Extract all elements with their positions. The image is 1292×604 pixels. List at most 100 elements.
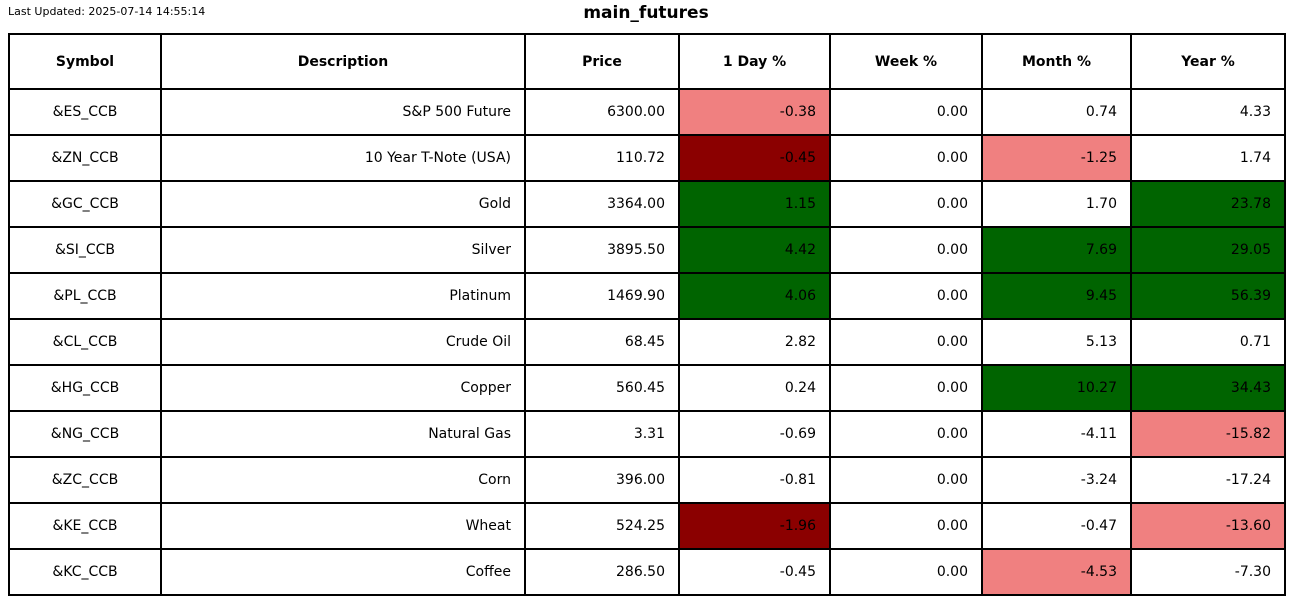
price-cell: 68.45 [524,318,680,366]
week-change-cell: 0.00 [829,456,983,504]
description-cell: S&P 500 Future [160,88,526,136]
description-cell: Gold [160,180,526,228]
column-header-price: Price [524,33,680,90]
last-updated-text: Last Updated: 2025-07-14 14:55:14 [8,5,206,18]
price-cell: 110.72 [524,134,680,182]
day-change-cell: -0.69 [678,410,831,458]
symbol-cell: &HG_CCB [8,364,162,412]
price-cell: 286.50 [524,548,680,596]
description-cell: Corn [160,456,526,504]
description-cell: Platinum [160,272,526,320]
futures-table: Symbol Description Price 1 Day % Week % … [8,33,1286,596]
price-cell: 524.25 [524,502,680,550]
week-change-cell: 0.00 [829,226,983,274]
week-change-cell: 0.00 [829,272,983,320]
symbol-cell: &KC_CCB [8,548,162,596]
year-change-cell: -17.24 [1130,456,1286,504]
symbol-cell: &SI_CCB [8,226,162,274]
month-change-cell: 9.45 [981,272,1132,320]
symbol-cell: &CL_CCB [8,318,162,366]
year-change-cell: 34.43 [1130,364,1286,412]
symbol-cell: &GC_CCB [8,180,162,228]
column-header-month-pct: Month % [981,33,1132,90]
symbol-cell: &KE_CCB [8,502,162,550]
day-change-cell: -1.96 [678,502,831,550]
week-change-cell: 0.00 [829,318,983,366]
month-change-cell: 0.74 [981,88,1132,136]
description-cell: Crude Oil [160,318,526,366]
price-cell: 560.45 [524,364,680,412]
year-change-cell: 0.71 [1130,318,1286,366]
column-header-symbol: Symbol [8,33,162,90]
year-change-cell: 29.05 [1130,226,1286,274]
description-cell: 10 Year T-Note (USA) [160,134,526,182]
table-row: &NG_CCB Natural Gas 3.31 -0.69 0.00 -4.1… [8,410,1286,458]
week-change-cell: 0.00 [829,88,983,136]
week-change-cell: 0.00 [829,410,983,458]
month-change-cell: -3.24 [981,456,1132,504]
month-change-cell: -1.25 [981,134,1132,182]
year-change-cell: 4.33 [1130,88,1286,136]
day-change-cell: 4.42 [678,226,831,274]
description-cell: Coffee [160,548,526,596]
price-cell: 6300.00 [524,88,680,136]
table-row: &HG_CCB Copper 560.45 0.24 0.00 10.27 34… [8,364,1286,412]
column-header-week-pct: Week % [829,33,983,90]
table-row: &ZN_CCB 10 Year T-Note (USA) 110.72 -0.4… [8,134,1286,182]
table-row: &ZC_CCB Corn 396.00 -0.81 0.00 -3.24 -17… [8,456,1286,504]
symbol-cell: &ZN_CCB [8,134,162,182]
day-change-cell: 0.24 [678,364,831,412]
price-cell: 3895.50 [524,226,680,274]
price-cell: 3364.00 [524,180,680,228]
description-cell: Natural Gas [160,410,526,458]
day-change-cell: 2.82 [678,318,831,366]
table-row: &KE_CCB Wheat 524.25 -1.96 0.00 -0.47 -1… [8,502,1286,550]
day-change-cell: 4.06 [678,272,831,320]
month-change-cell: -4.11 [981,410,1132,458]
month-change-cell: -0.47 [981,502,1132,550]
symbol-cell: &ES_CCB [8,88,162,136]
table-row: &GC_CCB Gold 3364.00 1.15 0.00 1.70 23.7… [8,180,1286,228]
week-change-cell: 0.00 [829,502,983,550]
year-change-cell: 56.39 [1130,272,1286,320]
year-change-cell: 1.74 [1130,134,1286,182]
column-header-description: Description [160,33,526,90]
day-change-cell: -0.45 [678,548,831,596]
year-change-cell: -13.60 [1130,502,1286,550]
table-row: &KC_CCB Coffee 286.50 -0.45 0.00 -4.53 -… [8,548,1286,596]
symbol-cell: &PL_CCB [8,272,162,320]
description-cell: Copper [160,364,526,412]
symbol-cell: &ZC_CCB [8,456,162,504]
day-change-cell: 1.15 [678,180,831,228]
week-change-cell: 0.00 [829,548,983,596]
table-row: &ES_CCB S&P 500 Future 6300.00 -0.38 0.0… [8,88,1286,136]
month-change-cell: 10.27 [981,364,1132,412]
price-cell: 396.00 [524,456,680,504]
description-cell: Wheat [160,502,526,550]
table-header-row: Symbol Description Price 1 Day % Week % … [8,33,1286,90]
description-cell: Silver [160,226,526,274]
month-change-cell: -4.53 [981,548,1132,596]
week-change-cell: 0.00 [829,134,983,182]
page-title: main_futures [583,3,709,23]
year-change-cell: -7.30 [1130,548,1286,596]
day-change-cell: -0.38 [678,88,831,136]
month-change-cell: 1.70 [981,180,1132,228]
year-change-cell: -15.82 [1130,410,1286,458]
month-change-cell: 7.69 [981,226,1132,274]
price-cell: 1469.90 [524,272,680,320]
symbol-cell: &NG_CCB [8,410,162,458]
month-change-cell: 5.13 [981,318,1132,366]
day-change-cell: -0.81 [678,456,831,504]
table-row: &SI_CCB Silver 3895.50 4.42 0.00 7.69 29… [8,226,1286,274]
column-header-day-pct: 1 Day % [678,33,831,90]
year-change-cell: 23.78 [1130,180,1286,228]
price-cell: 3.31 [524,410,680,458]
table-row: &CL_CCB Crude Oil 68.45 2.82 0.00 5.13 0… [8,318,1286,366]
week-change-cell: 0.00 [829,364,983,412]
column-header-year-pct: Year % [1130,33,1286,90]
table-row: &PL_CCB Platinum 1469.90 4.06 0.00 9.45 … [8,272,1286,320]
week-change-cell: 0.00 [829,180,983,228]
day-change-cell: -0.45 [678,134,831,182]
